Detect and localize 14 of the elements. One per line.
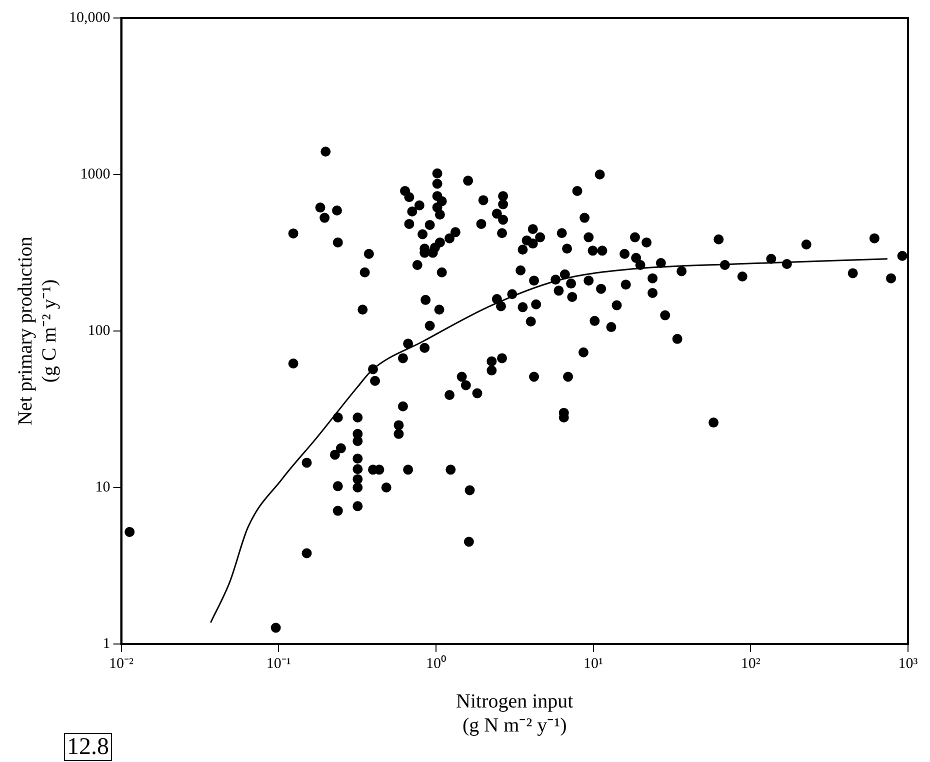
y-axis-title: Net primary production (g C m⁻² y⁻¹) bbox=[14, 236, 60, 426]
x-axis-title: Nitrogen input (g N m⁻² y⁻¹) bbox=[456, 690, 574, 736]
x-tick-label: 10⁻¹ bbox=[266, 656, 291, 672]
text: 12.8 bbox=[64, 733, 112, 761]
x-tick-label: 10¹ bbox=[584, 656, 604, 672]
x-tick-label: 10⁻² bbox=[109, 656, 134, 672]
y-tick-label: 1000 bbox=[80, 166, 110, 182]
y-tick-label: 10,000 bbox=[69, 10, 110, 26]
y-tick-label: 1 bbox=[102, 636, 110, 652]
y-tick-label: 10 bbox=[95, 479, 110, 496]
x-tick-label: 10⁰ bbox=[426, 654, 446, 672]
x-tick-label: 10² bbox=[740, 656, 761, 672]
y-tick-label: 100 bbox=[88, 322, 110, 339]
x-tick-label: 10³ bbox=[898, 656, 918, 672]
